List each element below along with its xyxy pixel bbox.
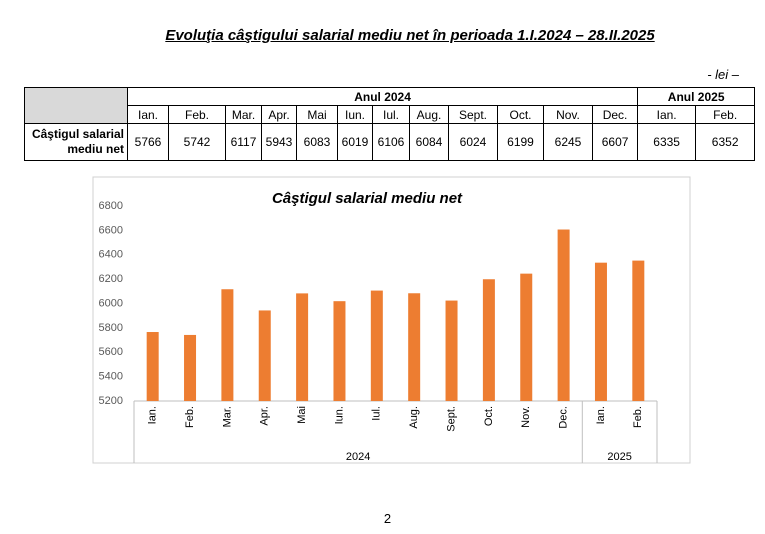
y-tick-label: 5800 <box>99 322 123 334</box>
column-header: Iun. <box>337 105 373 124</box>
x-tick-label: Nov. <box>520 406 532 428</box>
column-header: Iul. <box>372 105 410 124</box>
x-tick-label: Mai <box>296 406 308 424</box>
unit-note: - lei – <box>707 67 739 82</box>
chart-title: Câştigul salarial mediu net <box>272 190 463 207</box>
cell-value: 6106 <box>372 123 410 161</box>
cell-value: 5766 <box>127 123 169 161</box>
chart-frame <box>92 176 691 464</box>
x-tick-label: Dec. <box>558 406 570 429</box>
bar <box>146 332 159 401</box>
row-label: Câştigul salarial mediu net <box>24 123 128 161</box>
bar <box>520 273 533 401</box>
y-tick-label: 6000 <box>99 297 123 309</box>
x-tick-label: Ian. <box>147 406 159 424</box>
bar <box>445 300 458 401</box>
x-tick-label: Apr. <box>259 406 271 426</box>
bar <box>184 334 197 401</box>
x-tick-label: Oct. <box>483 406 495 426</box>
bar <box>482 279 495 401</box>
cell-value: 5742 <box>168 123 226 161</box>
page-number: 2 <box>383 511 392 526</box>
x-tick-label: Aug. <box>408 406 420 429</box>
x-tick-label: Ian. <box>595 406 607 424</box>
x-group-label: 2024 <box>346 451 370 463</box>
data-table: Anul 2024 Anul 2025 Ian. Feb. Mar. Apr. Mai Iu… <box>24 87 756 161</box>
x-tick-label: Iul. <box>371 406 383 421</box>
x-tick-label: Feb. <box>184 406 196 428</box>
cell-value: 6084 <box>409 123 449 161</box>
bar <box>408 293 421 401</box>
y-tick-label: 5400 <box>99 371 123 383</box>
bar <box>333 301 346 401</box>
column-header: Feb. <box>695 105 756 124</box>
cell-value: 6607 <box>591 123 639 161</box>
column-header: Sept. <box>448 105 498 124</box>
x-tick-label: Iun. <box>333 406 345 424</box>
cell-value: 6024 <box>448 123 498 161</box>
y-tick-label: 5200 <box>99 395 123 407</box>
bar <box>221 289 234 401</box>
cell-value: 6335 <box>637 123 697 161</box>
y-tick-label: 6600 <box>99 224 123 236</box>
column-header: Oct. <box>497 105 544 124</box>
bar <box>594 262 607 401</box>
bar <box>632 260 645 401</box>
column-header: Nov. <box>543 105 593 124</box>
y-tick-label: 6200 <box>99 273 123 285</box>
x-tick-label: Feb. <box>632 406 644 428</box>
cell-value: 5943 <box>261 123 297 161</box>
column-header: Ian. <box>127 105 169 124</box>
column-header: Feb. <box>168 105 226 124</box>
document-title: Evoluţia câştigului salarial mediu net î… <box>165 27 655 44</box>
y-tick-label: 6800 <box>99 200 123 212</box>
cell-value: 6352 <box>695 123 756 161</box>
bar <box>258 310 271 401</box>
cell-value: 6117 <box>225 123 262 161</box>
x-group-label: 2025 <box>607 451 631 463</box>
bar <box>370 290 383 401</box>
corner-cell <box>24 87 128 124</box>
bar <box>557 229 570 401</box>
cell-value: 6199 <box>497 123 544 161</box>
cell-value: 6245 <box>543 123 593 161</box>
y-tick-label: 5600 <box>99 346 123 358</box>
x-tick-label: Sept. <box>445 406 457 432</box>
bar <box>296 293 309 401</box>
x-tick-label: Mar. <box>221 406 233 427</box>
y-tick-label: 6400 <box>99 249 123 261</box>
cell-value: 6083 <box>296 123 338 161</box>
